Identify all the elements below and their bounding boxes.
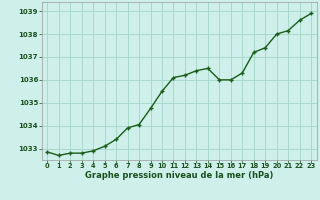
X-axis label: Graphe pression niveau de la mer (hPa): Graphe pression niveau de la mer (hPa) bbox=[85, 171, 273, 180]
